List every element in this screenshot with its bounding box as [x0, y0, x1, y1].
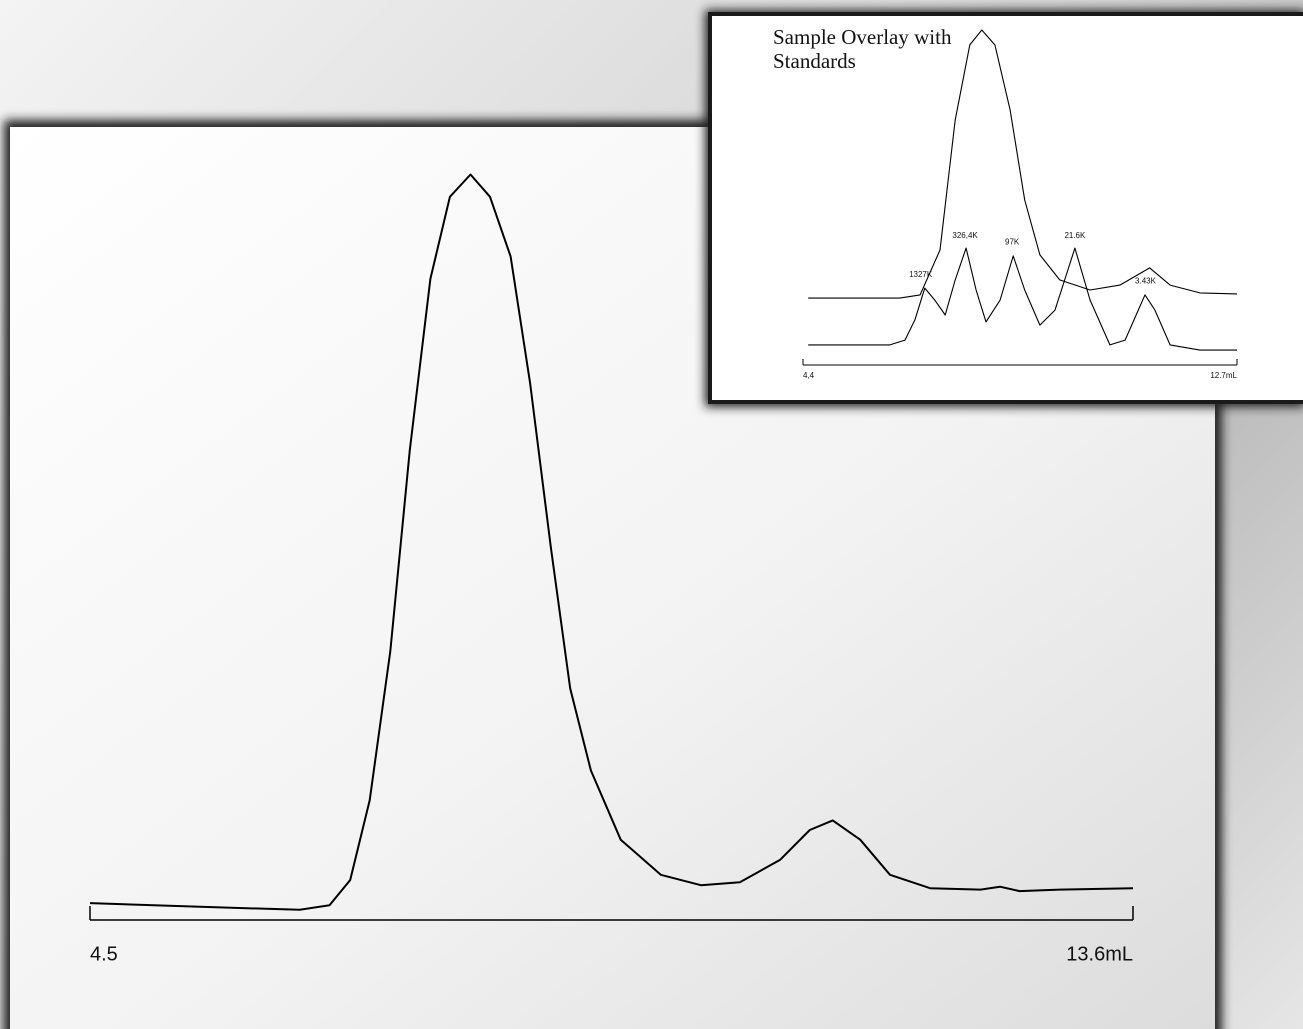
inset-panel: [708, 12, 1303, 404]
inset-title: Sample Overlay with Standards: [773, 25, 952, 73]
peak-label: 3.43K: [1135, 277, 1157, 286]
x-tick-label: 4.5: [90, 943, 118, 965]
x-tick-label: 12.7mL: [1210, 371, 1237, 380]
line: [808, 247, 1237, 351]
x-tick-label: 13.6mL: [1066, 943, 1133, 965]
peak-label: 326,4K: [952, 231, 978, 240]
peak-label: 21.6K: [1064, 231, 1086, 240]
line: [808, 29, 1238, 299]
peak-label: 97K: [1005, 238, 1020, 247]
line: [89, 173, 1134, 911]
peak-label: 1327K: [909, 270, 933, 279]
x-tick-label: 4,4: [803, 371, 815, 380]
